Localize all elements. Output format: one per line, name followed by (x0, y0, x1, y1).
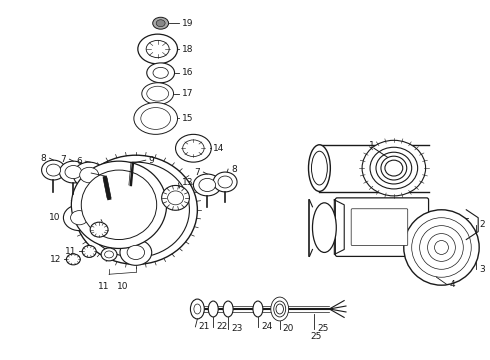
Ellipse shape (183, 140, 204, 157)
Ellipse shape (199, 179, 216, 192)
Ellipse shape (253, 301, 263, 317)
Text: 12: 12 (104, 215, 116, 224)
Ellipse shape (90, 222, 108, 237)
Ellipse shape (168, 191, 183, 205)
Text: 18: 18 (181, 45, 193, 54)
Ellipse shape (194, 174, 221, 196)
FancyBboxPatch shape (335, 198, 429, 256)
Ellipse shape (175, 134, 211, 162)
Circle shape (404, 210, 479, 285)
Ellipse shape (81, 170, 157, 239)
Text: 21: 21 (198, 322, 210, 331)
Ellipse shape (82, 246, 96, 257)
Polygon shape (334, 200, 344, 255)
Ellipse shape (208, 301, 218, 317)
Text: 13: 13 (181, 179, 193, 188)
Text: 11: 11 (65, 247, 76, 256)
Ellipse shape (66, 254, 80, 265)
Text: 17: 17 (181, 89, 193, 98)
Ellipse shape (153, 17, 169, 29)
Ellipse shape (141, 108, 171, 129)
Text: 12: 12 (50, 255, 61, 264)
Text: 10: 10 (49, 213, 60, 222)
Ellipse shape (146, 40, 169, 58)
Text: 16: 16 (181, 68, 193, 77)
Ellipse shape (74, 155, 197, 264)
Text: 6: 6 (76, 157, 82, 166)
Ellipse shape (59, 161, 87, 183)
Ellipse shape (194, 304, 201, 314)
Ellipse shape (218, 176, 232, 188)
Ellipse shape (74, 162, 105, 188)
Ellipse shape (127, 246, 145, 260)
Text: 8: 8 (231, 165, 237, 174)
Ellipse shape (162, 185, 190, 210)
Text: 4: 4 (449, 280, 455, 289)
Ellipse shape (47, 164, 61, 176)
Text: 19: 19 (181, 19, 193, 28)
Ellipse shape (312, 151, 327, 185)
Ellipse shape (80, 167, 99, 183)
Ellipse shape (42, 160, 65, 180)
Text: 11: 11 (98, 282, 110, 291)
Text: 10: 10 (117, 282, 128, 291)
Text: 14: 14 (213, 144, 224, 153)
Text: 7: 7 (195, 167, 200, 176)
Text: 25: 25 (318, 324, 329, 333)
Ellipse shape (101, 248, 117, 261)
Text: 8: 8 (41, 154, 47, 163)
FancyBboxPatch shape (351, 209, 408, 246)
Ellipse shape (271, 297, 289, 321)
Ellipse shape (370, 147, 417, 189)
Ellipse shape (385, 160, 403, 176)
Ellipse shape (376, 152, 412, 184)
Ellipse shape (138, 34, 177, 64)
Ellipse shape (313, 203, 336, 252)
Text: 7: 7 (61, 155, 66, 164)
Ellipse shape (142, 83, 173, 105)
Ellipse shape (309, 145, 330, 192)
Ellipse shape (120, 239, 152, 265)
Ellipse shape (72, 161, 167, 248)
Text: 9: 9 (149, 156, 154, 165)
Text: 23: 23 (231, 324, 243, 333)
Ellipse shape (223, 301, 233, 317)
Text: 15: 15 (181, 114, 193, 123)
Ellipse shape (82, 162, 190, 257)
Text: 25: 25 (311, 332, 322, 341)
Ellipse shape (362, 140, 426, 196)
Ellipse shape (156, 20, 165, 27)
Ellipse shape (191, 299, 204, 319)
Ellipse shape (153, 67, 168, 78)
Text: 1: 1 (369, 141, 375, 150)
Ellipse shape (213, 172, 237, 192)
Ellipse shape (276, 304, 283, 314)
Ellipse shape (65, 166, 82, 179)
Text: 22: 22 (216, 322, 227, 331)
Ellipse shape (63, 205, 95, 231)
Ellipse shape (147, 86, 169, 101)
Ellipse shape (381, 156, 407, 180)
Text: 20: 20 (283, 324, 294, 333)
Ellipse shape (71, 211, 88, 225)
Text: 24: 24 (261, 322, 272, 331)
Ellipse shape (274, 301, 286, 317)
Text: 2: 2 (479, 220, 485, 229)
Text: 3: 3 (479, 265, 485, 274)
Ellipse shape (134, 103, 177, 134)
Text: 5: 5 (82, 168, 88, 177)
Ellipse shape (104, 251, 114, 258)
Ellipse shape (147, 63, 174, 83)
